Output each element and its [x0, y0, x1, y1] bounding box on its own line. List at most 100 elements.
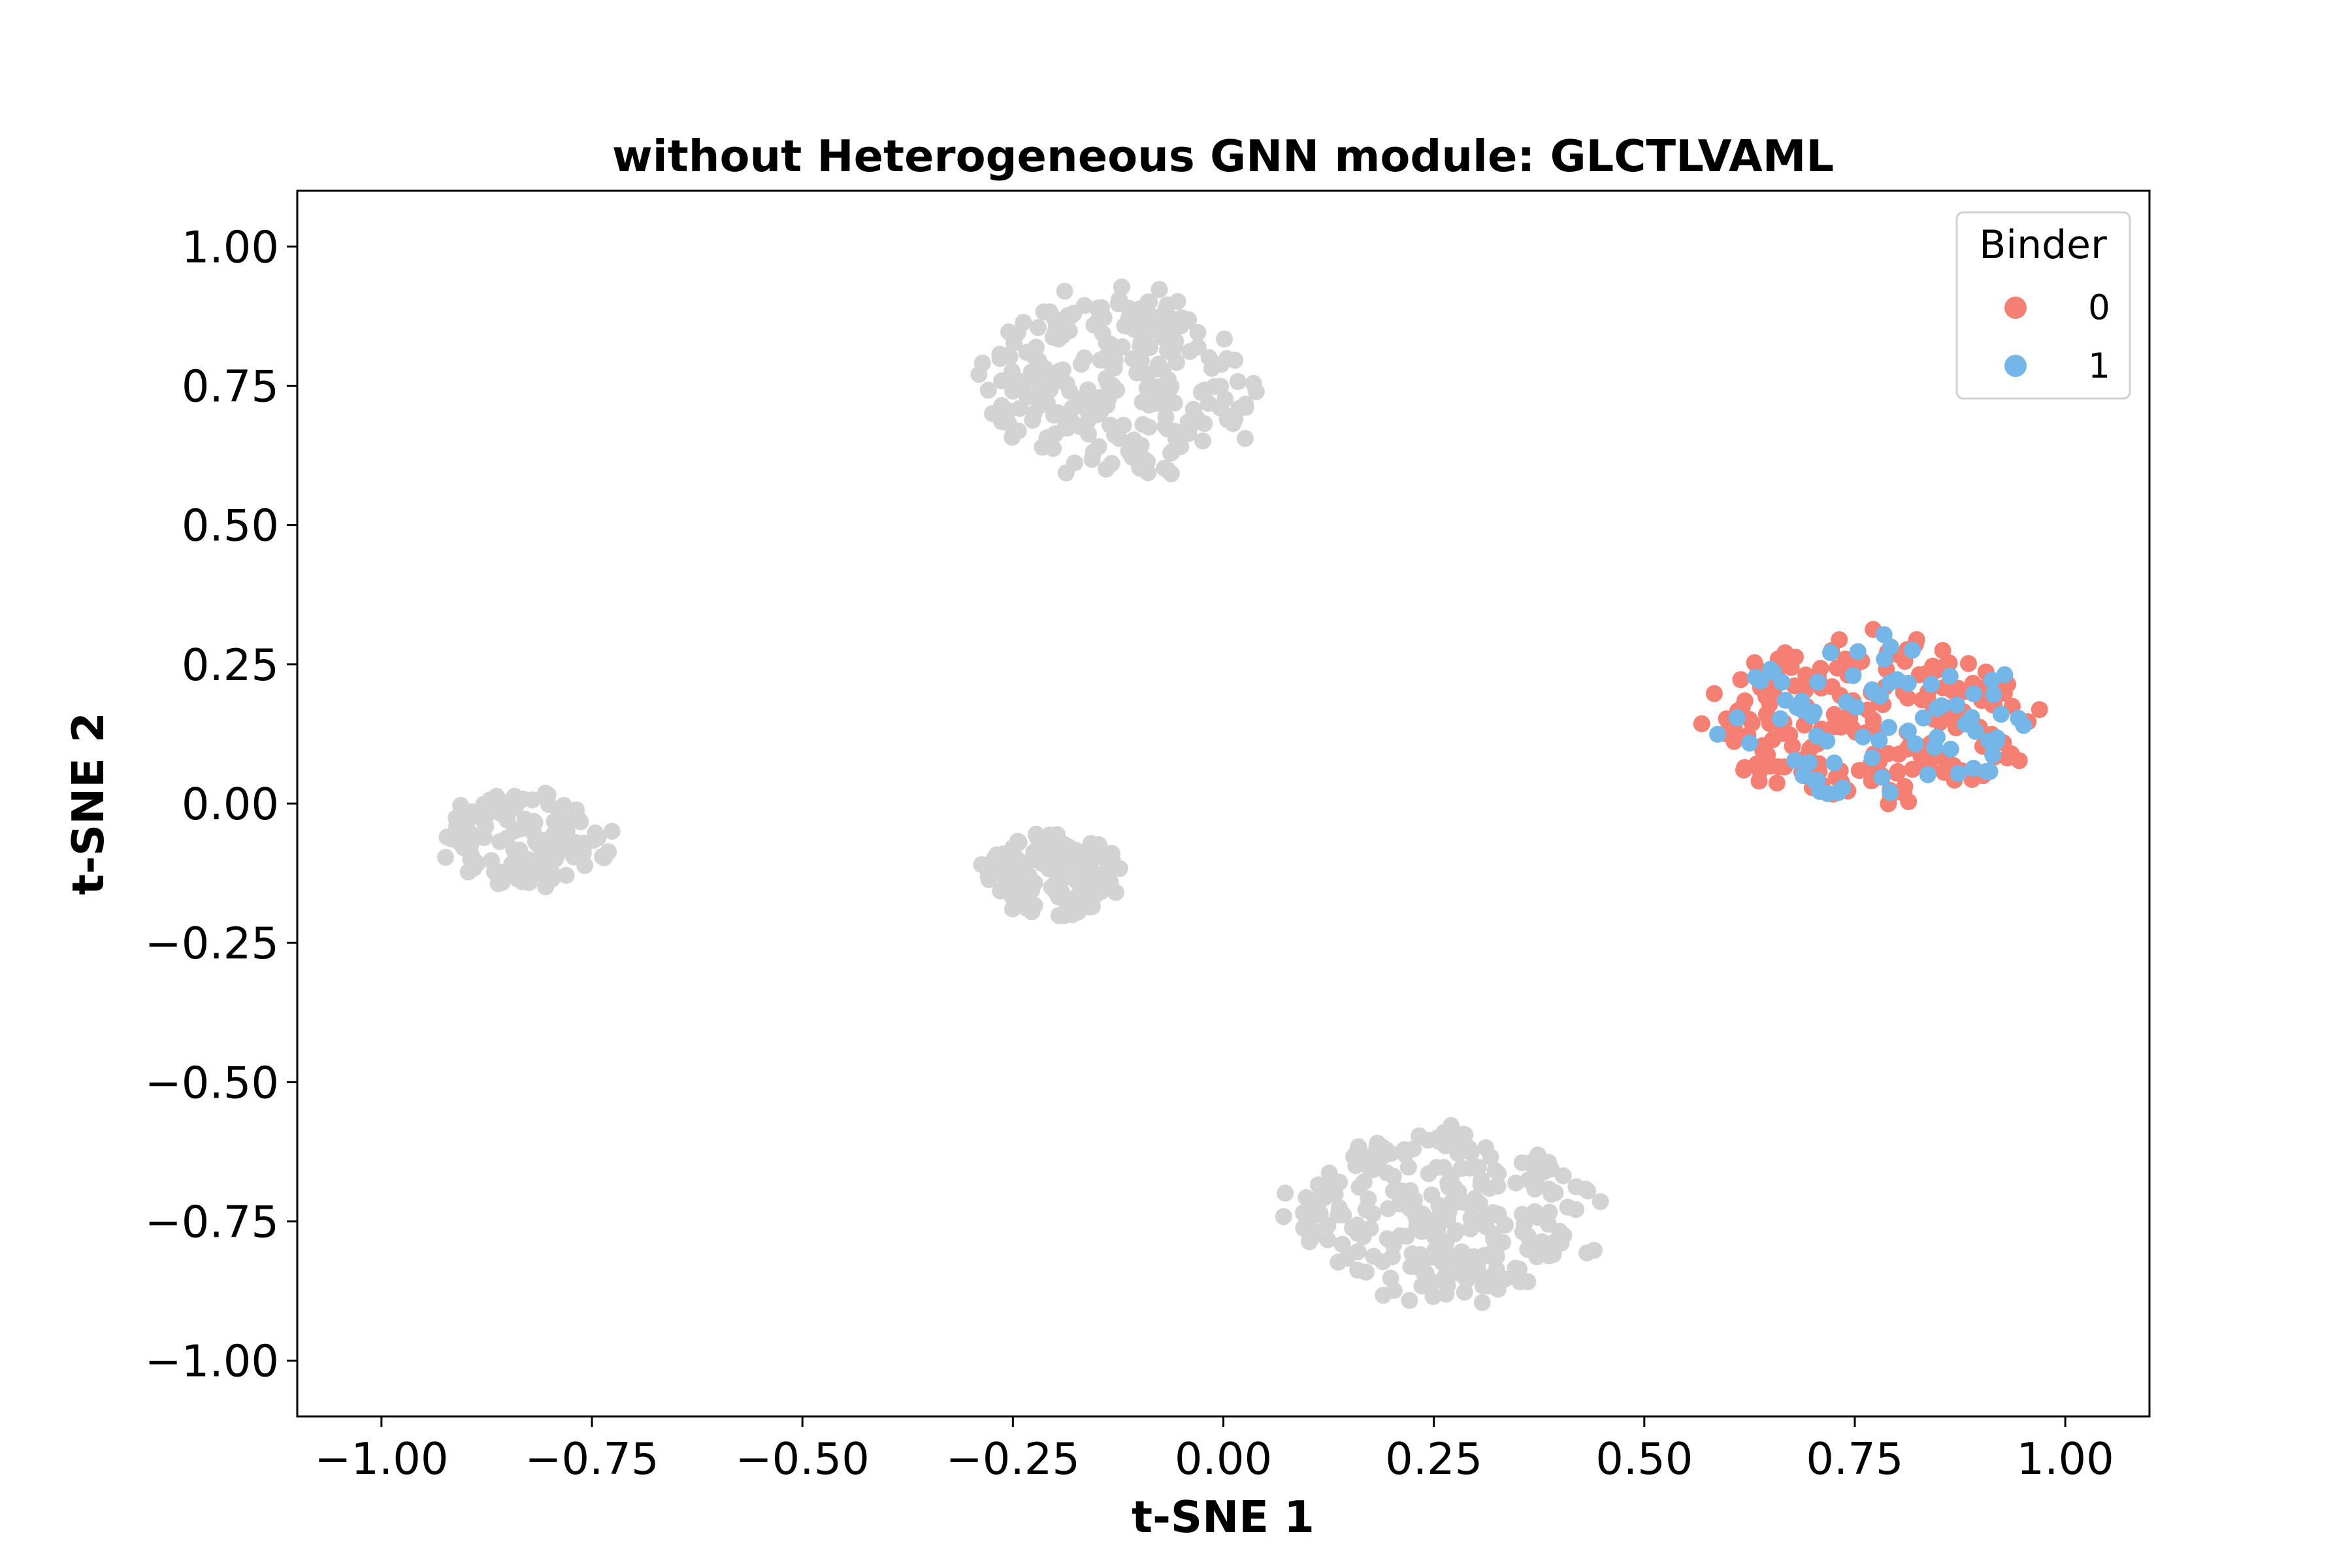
scatter-point	[1535, 1241, 1553, 1259]
scatter-point	[1437, 1285, 1455, 1303]
scatter-point	[1981, 763, 1999, 780]
scatter-point	[1477, 1208, 1494, 1226]
legend-marker-binder-1	[2004, 355, 2027, 377]
scatter-point	[558, 823, 576, 840]
scatter-point	[535, 859, 553, 877]
scatter-point	[991, 350, 1009, 367]
scatter-point	[1331, 1173, 1348, 1191]
scatter-point	[1486, 1162, 1504, 1179]
scatter-point	[1088, 299, 1106, 317]
scatter-point	[1818, 732, 1836, 750]
scatter-point	[1882, 638, 1899, 655]
scatter-point	[993, 372, 1011, 389]
scatter-point	[1193, 383, 1210, 400]
scatter-point	[1217, 390, 1234, 408]
scatter-point	[1511, 1273, 1529, 1290]
scatter-point	[1428, 1159, 1445, 1176]
scatter-point	[1029, 319, 1047, 336]
scatter-point	[1980, 732, 1998, 750]
scatter-point	[493, 874, 511, 891]
scatter-point	[1463, 1215, 1481, 1232]
scatter-point	[1333, 1235, 1351, 1253]
scatter-point	[1750, 772, 1768, 790]
scatter-point	[1899, 723, 1917, 740]
scatter-point	[1023, 903, 1041, 921]
scatter-point	[1555, 1227, 1573, 1244]
scatter-point	[987, 863, 1005, 881]
points-layer	[437, 278, 2048, 1311]
scatter-point	[1167, 333, 1184, 350]
scatter-point	[1139, 464, 1157, 482]
scatter-point	[463, 846, 480, 864]
scatter-point	[1484, 1249, 1501, 1266]
x-tick-label: −0.75	[525, 1433, 659, 1484]
scatter-point	[1880, 719, 1897, 736]
scatter-point	[1054, 327, 1071, 344]
scatter-point	[1541, 1203, 1558, 1221]
scatter-point	[1151, 281, 1168, 299]
scatter-point	[1412, 1260, 1429, 1278]
scatter-point	[574, 845, 592, 863]
scatter-point	[1490, 1207, 1507, 1224]
scatter-point	[1709, 725, 1727, 743]
scatter-point	[1401, 1292, 1418, 1309]
scatter-point	[1825, 754, 1843, 772]
scatter-point	[1045, 309, 1063, 327]
scatter-point	[437, 849, 454, 866]
scatter-point	[1226, 351, 1244, 369]
legend: Binder 0 1	[1955, 211, 2131, 400]
x-tick-label: −0.25	[946, 1433, 1080, 1484]
scatter-point	[1157, 408, 1175, 426]
scatter-point	[1236, 430, 1254, 447]
scatter-point	[1162, 444, 1179, 462]
scatter-point	[477, 807, 495, 825]
scatter-point	[1401, 1182, 1419, 1200]
scatter-point	[1344, 1219, 1362, 1237]
scatter-point	[1011, 400, 1029, 417]
scatter-point	[1319, 1231, 1337, 1249]
scatter-point	[1923, 676, 1940, 693]
scatter-point	[1017, 887, 1034, 905]
scatter-point	[1950, 764, 1967, 782]
scatter-point	[1375, 1286, 1392, 1304]
scatter-point	[1401, 1200, 1419, 1218]
scatter-point	[1206, 355, 1224, 373]
scatter-point	[1736, 692, 1754, 710]
scatter-point	[1229, 373, 1247, 390]
scatter-point	[1036, 836, 1053, 854]
scatter-point	[1732, 671, 1750, 689]
scatter-point	[1482, 1148, 1499, 1166]
scatter-point	[557, 866, 575, 884]
scatter-point	[1895, 785, 1913, 802]
scatter-point	[1741, 734, 1759, 752]
scatter-point	[1729, 709, 1746, 727]
scatter-point	[1157, 301, 1175, 318]
scatter-point	[1004, 900, 1021, 918]
scatter-point	[1941, 668, 1959, 685]
scatter-point	[1592, 1193, 1609, 1211]
scatter-point	[1396, 1141, 1413, 1158]
scatter-point	[1585, 1241, 1603, 1259]
scatter-point	[1554, 1167, 1572, 1184]
scatter-point	[1378, 1164, 1396, 1182]
scatter-point	[1385, 1182, 1402, 1200]
scatter-point	[1237, 399, 1254, 416]
scatter-point	[514, 791, 532, 808]
scatter-point	[451, 829, 469, 847]
chart-title: without Heterogeneous GNN module: GLCTLV…	[612, 131, 1834, 182]
scatter-point	[572, 813, 589, 830]
scatter-point	[1116, 317, 1134, 335]
scatter-point	[1906, 735, 1924, 753]
scatter-point	[1357, 1201, 1375, 1218]
scatter-point	[1784, 738, 1801, 755]
scatter-point	[1992, 706, 2010, 723]
y-tick-label: 0.25	[182, 640, 279, 691]
scatter-point	[1480, 1179, 1498, 1197]
scatter-point	[1030, 352, 1047, 370]
scatter-point	[1834, 779, 1852, 797]
scatter-point	[1523, 1154, 1541, 1172]
scatter-point	[1985, 685, 2002, 703]
scatter-point	[1002, 880, 1019, 898]
scatter-point	[1045, 876, 1063, 894]
